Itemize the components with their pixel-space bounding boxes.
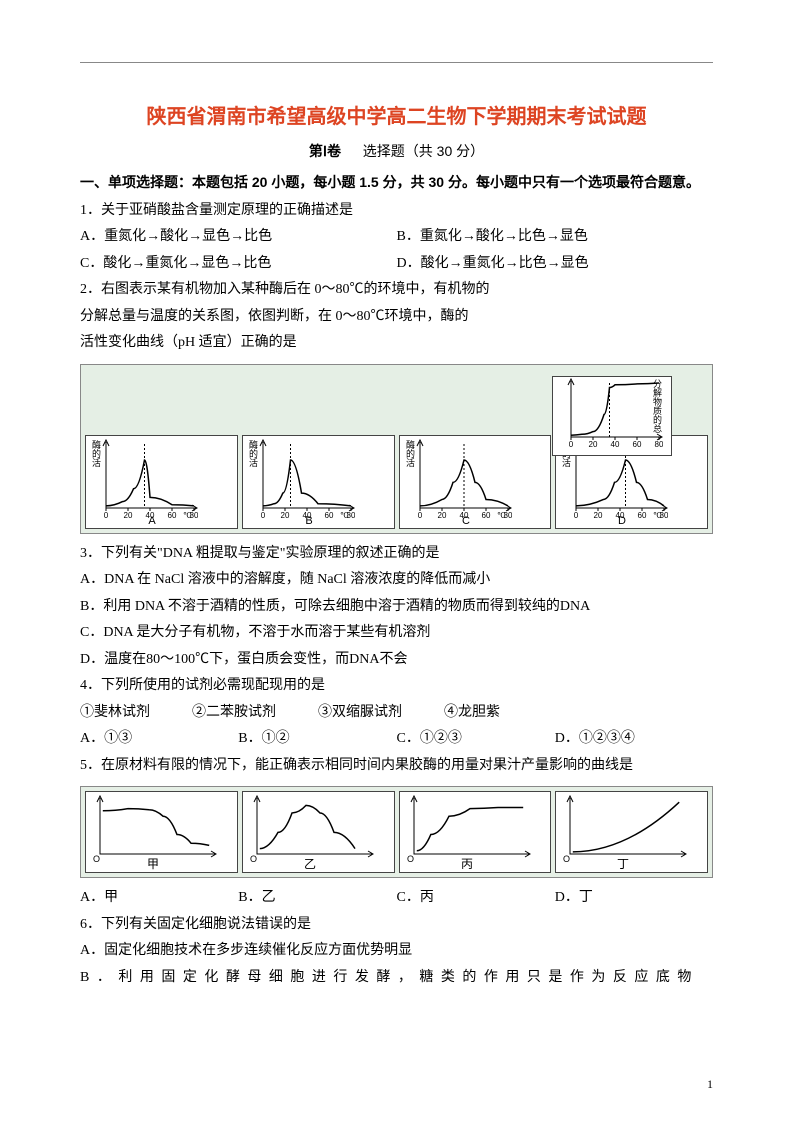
chart-panel-A: 酶的活020406080℃A [85, 435, 238, 529]
svg-text:D: D [618, 515, 626, 526]
svg-text:20: 20 [124, 511, 133, 520]
section-heading: 一、单项选择题：本题包括 20 小题，每小题 1.5 分，共 30 分。每小题中… [80, 171, 713, 195]
chart-panel-C: 酶的活020406080℃C [399, 435, 552, 529]
q3-stem: 3．下列有关"DNA 粗提取与鉴定"实验原理的叙述正确的是 [80, 542, 713, 567]
svg-text:酶的活: 酶的活 [249, 439, 258, 468]
q5-options: A．甲 B．乙 C．丙 D．丁 [80, 886, 713, 911]
svg-text:℃: ℃ [653, 511, 662, 520]
svg-text:分解物质的总: 分解物质的总 [653, 379, 662, 434]
q4-options: A．①③ B．①② C．①②③ D．①②③④ [80, 727, 713, 752]
svg-text:A: A [148, 515, 156, 526]
svg-text:80: 80 [655, 440, 663, 449]
svg-text:60: 60 [633, 440, 642, 449]
svg-text:0: 0 [574, 511, 579, 520]
svg-text:60: 60 [638, 511, 647, 520]
svg-text:20: 20 [594, 511, 603, 520]
svg-text:60: 60 [168, 511, 177, 520]
svg-text:60: 60 [324, 511, 333, 520]
q3-opt-c: C．DNA 是大分子有机物，不溶于水而溶于某些有机溶剂 [80, 621, 713, 646]
svg-text:C: C [462, 515, 470, 526]
svg-text:乙: 乙 [304, 857, 316, 870]
q4-opt-a: A．①③ [80, 727, 238, 752]
chart-panel-丁: O丁 [555, 791, 708, 873]
svg-text:℃: ℃ [183, 511, 192, 520]
svg-text:酶的活: 酶的活 [92, 439, 101, 468]
svg-text:0: 0 [104, 511, 109, 520]
part-label: 第Ⅰ卷 [309, 143, 341, 159]
q2-line2: 分解总量与温度的关系图，依图判断，在 0～80℃环境中，酶的 [80, 305, 713, 330]
figure-2: O甲O乙O丙O丁 [80, 786, 713, 878]
svg-text:℃: ℃ [340, 511, 349, 520]
svg-text:丙: 丙 [460, 857, 472, 870]
svg-text:O: O [563, 854, 570, 864]
q4-items: ①斐林试剂 ②二苯胺试剂 ③双缩脲试剂 ④龙胆紫 [80, 701, 713, 726]
figure-1: 酶的活020406080℃A酶的活020406080℃B酶的活020406080… [80, 364, 713, 534]
q1-opt-c: C．酸化→重氮化→显色→比色 [80, 252, 397, 277]
q4-stem: 4．下列所使用的试剂必需现配现用的是 [80, 674, 713, 699]
svg-text:甲: 甲 [147, 857, 159, 870]
subtitle: 第Ⅰ卷 选择题（共 30 分） [80, 141, 713, 161]
svg-text:O: O [93, 854, 100, 864]
svg-text:40: 40 [611, 440, 620, 449]
q1-options-row1: A．重氮化→酸化→显色→比色 B．重氮化→酸化→比色→显色 [80, 225, 713, 250]
svg-text:酶的活: 酶的活 [406, 439, 415, 468]
q1-options-row2: C．酸化→重氮化→显色→比色 D．酸化→重氮化→比色→显色 [80, 252, 713, 277]
svg-text:0: 0 [261, 511, 266, 520]
exam-title: 陕西省渭南市希望高级中学高二生物下学期期末考试试题 [80, 100, 713, 129]
q6-opt-b: B ． 利 用 固 定 化 酵 母 细 胞 进 行 发 酵 ， 糖 类 的 作 … [80, 966, 713, 991]
q5-opt-a: A．甲 [80, 886, 238, 911]
q1-opt-b: B．重氮化→酸化→比色→显色 [397, 225, 714, 250]
context-chart: 分解物质的总 0 20 40 60 80 [552, 376, 672, 456]
chart-panel-丙: O丙 [399, 791, 552, 873]
svg-text:℃: ℃ [497, 511, 506, 520]
q5-opt-d: D．丁 [555, 886, 713, 911]
q5-stem: 5．在原材料有限的情况下，能正确表示相同时间内果胶酶的用量对果汁产量影响的曲线是 [80, 754, 713, 779]
svg-text:20: 20 [280, 511, 289, 520]
svg-text:丁: 丁 [617, 857, 629, 870]
svg-text:60: 60 [481, 511, 490, 520]
q2-line1: 2．右图表示某有机物加入某种酶后在 0～80℃的环境中，有机物的 [80, 278, 713, 303]
part-desc: 选择题（共 30 分） [363, 143, 484, 159]
q5-opt-c: C．丙 [397, 886, 555, 911]
chart-panel-乙: O乙 [242, 791, 395, 873]
q1-opt-a: A．重氮化→酸化→显色→比色 [80, 225, 397, 250]
q5-opt-b: B．乙 [238, 886, 396, 911]
q4-opt-d: D．①②③④ [555, 727, 713, 752]
q6-opt-a: A．固定化细胞技术在多步连续催化反应方面优势明显 [80, 939, 713, 964]
chart-panel-D: 酶的活020406080℃D分解物质的总020406080 [555, 435, 708, 529]
svg-text:O: O [250, 854, 257, 864]
chart-panel-甲: O甲 [85, 791, 238, 873]
q3-opt-a: A．DNA 在 NaCl 溶液中的溶解度，随 NaCl 溶液浓度的降低而减小 [80, 568, 713, 593]
q1-opt-d: D．酸化→重氮化→比色→显色 [397, 252, 714, 277]
q4-opt-c: C．①②③ [397, 727, 555, 752]
svg-text:20: 20 [589, 440, 598, 449]
q2-line3: 活性变化曲线（pH 适宜）正确的是 [80, 331, 713, 356]
q1-stem: 1．关于亚硝酸盐含量测定原理的正确描述是 [80, 199, 713, 224]
q3-opt-d: D．温度在80～100℃下，蛋白质会变性，而DNA不会 [80, 648, 713, 673]
q6-stem: 6．下列有关固定化细胞说法错误的是 [80, 913, 713, 938]
q4-opt-b: B．①② [238, 727, 396, 752]
page-number: 1 [707, 1077, 713, 1092]
q3-opt-b: B．利用 DNA 不溶于酒精的性质，可除去细胞中溶于酒精的物质而得到较纯的DNA [80, 595, 713, 620]
svg-text:0: 0 [417, 511, 422, 520]
svg-text:20: 20 [437, 511, 446, 520]
header-rule [80, 62, 713, 63]
svg-text:O: O [407, 854, 414, 864]
chart-panel-B: 酶的活020406080℃B [242, 435, 395, 529]
svg-text:B: B [305, 515, 312, 526]
svg-text:0: 0 [569, 440, 574, 449]
